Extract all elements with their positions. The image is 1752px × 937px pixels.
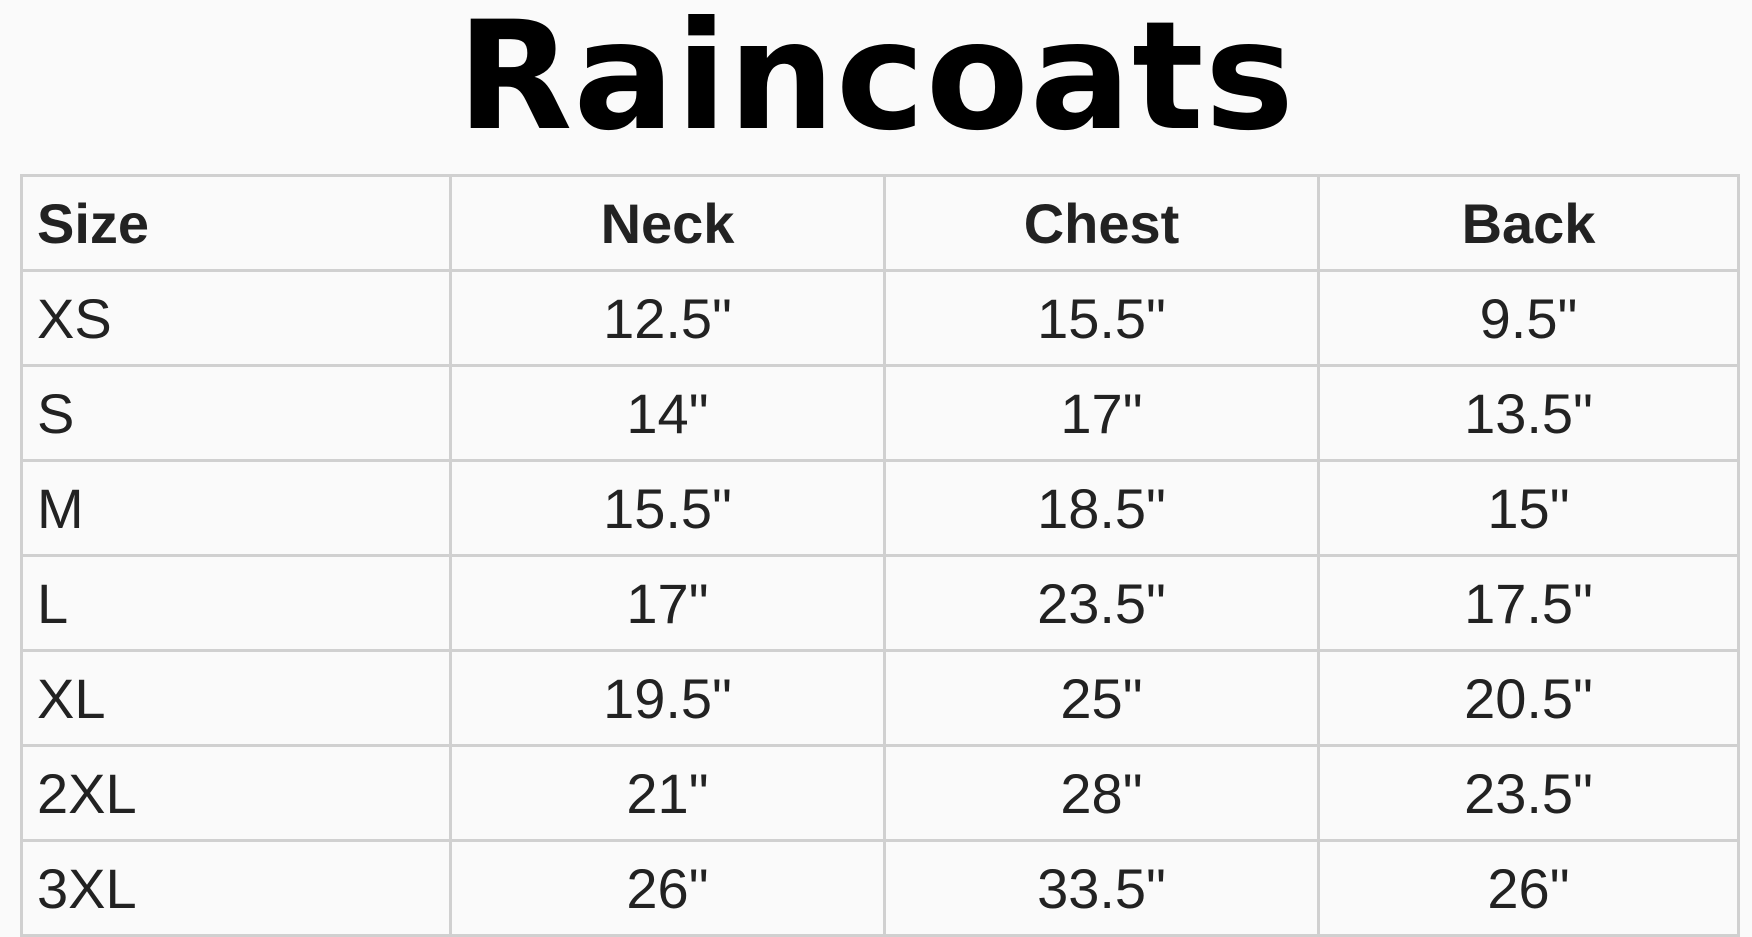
header-neck: Neck [449,174,886,272]
cell-neck: 19.5" [449,649,886,747]
table-row: XS 12.5" 15.5" 9.5" [20,269,1740,367]
cell-size: XS [20,269,452,367]
cell-size: S [20,364,452,462]
cell-back: 9.5" [1317,269,1740,367]
cell-neck: 17" [449,554,886,652]
table-row: M 15.5" 18.5" 15" [20,459,1740,557]
cell-back: 13.5" [1317,364,1740,462]
cell-chest: 23.5" [883,554,1320,652]
table-header-row: Size Neck Chest Back [20,174,1740,272]
cell-chest: 25" [883,649,1320,747]
size-chart-table: Size Neck Chest Back XS 12.5" 15.5" 9.5" S 14… [20,174,1740,937]
cell-neck: 14" [449,364,886,462]
table-row: XL 19.5" 25" 20.5" [20,649,1740,747]
table-row: 3XL 26" 33.5" 26" [20,839,1740,937]
header-chest: Chest [883,174,1320,272]
cell-size: 2XL [20,744,452,842]
cell-chest: 28" [883,744,1320,842]
table-row: L 17" 23.5" 17.5" [20,554,1740,652]
cell-back: 20.5" [1317,649,1740,747]
cell-back: 17.5" [1317,554,1740,652]
cell-size: L [20,554,452,652]
cell-chest: 33.5" [883,839,1320,937]
header-back: Back [1317,174,1740,272]
cell-back: 26" [1317,839,1740,937]
header-size: Size [20,174,452,272]
cell-size: M [20,459,452,557]
cell-neck: 12.5" [449,269,886,367]
table-row: S 14" 17" 13.5" [20,364,1740,462]
cell-back: 23.5" [1317,744,1740,842]
table-row: 2XL 21" 28" 23.5" [20,744,1740,842]
page-title: Raincoats [456,0,1296,164]
cell-size: 3XL [20,839,452,937]
cell-chest: 15.5" [883,269,1320,367]
cell-neck: 15.5" [449,459,886,557]
cell-chest: 17" [883,364,1320,462]
cell-chest: 18.5" [883,459,1320,557]
cell-neck: 26" [449,839,886,937]
cell-neck: 21" [449,744,886,842]
cell-size: XL [20,649,452,747]
cell-back: 15" [1317,459,1740,557]
